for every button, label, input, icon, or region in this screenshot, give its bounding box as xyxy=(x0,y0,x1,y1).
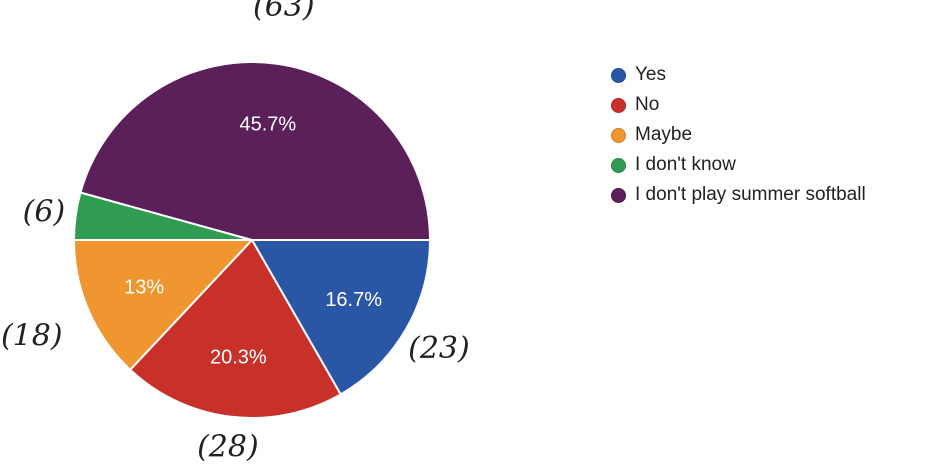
slice-percent-label: 16.7% xyxy=(325,289,382,311)
handwritten-count-annotation: (18) xyxy=(1,318,63,353)
legend-swatch xyxy=(611,127,626,143)
pie-slice-labels: 16.7% 20.3% 13% 45.7% xyxy=(124,114,382,369)
legend-swatch xyxy=(611,157,626,173)
slice-percent-label: 45.7% xyxy=(239,114,296,136)
pie-slice xyxy=(128,238,343,419)
legend-item: I don't know xyxy=(611,150,866,180)
legend-label: No xyxy=(635,94,660,115)
legend-swatch xyxy=(611,67,626,83)
legend-label: Maybe xyxy=(635,124,693,145)
slice-percent-label: 13% xyxy=(124,277,164,299)
handwritten-count-annotation: (23) xyxy=(408,331,470,366)
legend-item: Yes xyxy=(611,60,866,90)
legend-swatch xyxy=(611,97,626,113)
legend-swatch xyxy=(611,187,626,203)
chart-legend: Yes No Maybe I don't know I don't play summe… xyxy=(611,60,866,210)
legend-label: Yes xyxy=(635,64,666,85)
handwritten-annotations: (23) (28) (18) (6) (63) xyxy=(1,0,470,465)
legend-item: No xyxy=(611,90,866,120)
pie-slices xyxy=(72,61,432,419)
handwritten-count-annotation: (63) xyxy=(253,0,315,24)
handwritten-count-annotation: (6) xyxy=(23,195,66,230)
legend-item: Maybe xyxy=(611,120,866,150)
legend-item: I don't play summer softball xyxy=(611,180,866,210)
pie-slice xyxy=(72,239,255,372)
handwritten-count-annotation: (28) xyxy=(197,430,259,465)
legend-label: I don't play summer softball xyxy=(635,184,866,205)
pie-slice xyxy=(79,61,432,241)
slice-percent-label: 20.3% xyxy=(210,347,267,369)
legend-label: I don't know xyxy=(635,154,736,175)
pie-slice xyxy=(250,239,432,396)
